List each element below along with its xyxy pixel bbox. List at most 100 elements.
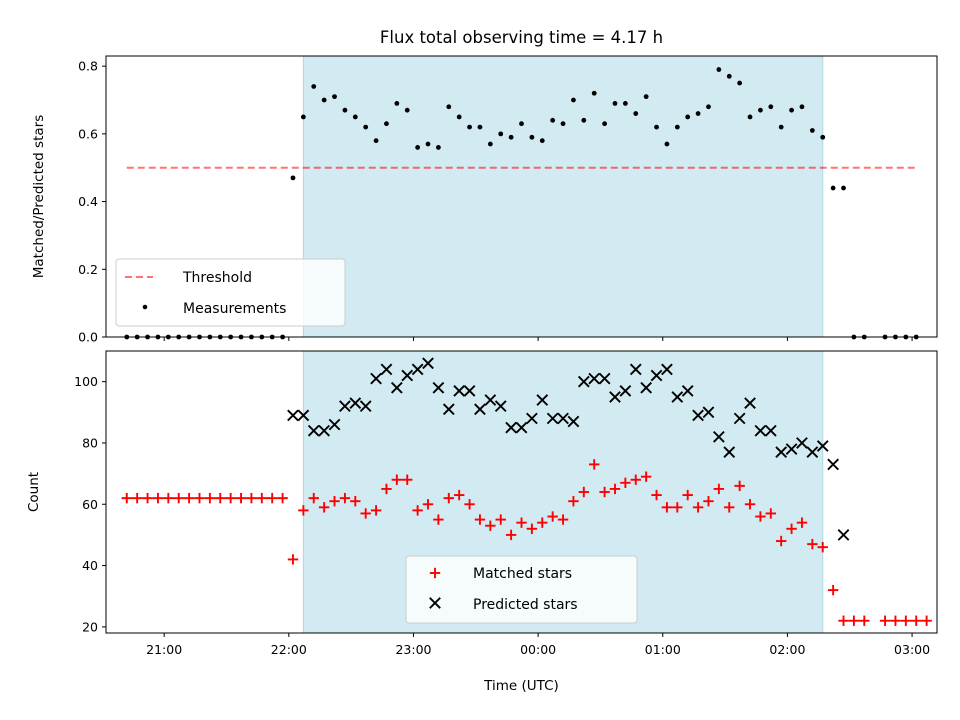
matched-point [339,492,351,504]
measurement-point [290,175,296,181]
x-stroke-b [494,400,507,413]
x-stroke-b [661,363,673,376]
matched-point [765,508,776,519]
matched-point [848,615,860,626]
measurement-point [643,94,649,100]
x-stroke-b [429,597,441,609]
matched-point [350,495,361,507]
matched-point [370,505,382,516]
ratio-y-tick-label: 0.8 [78,59,98,74]
x-stroke-b [505,421,517,434]
count-axes-frame [105,350,938,634]
matched-point [516,517,527,528]
measurement-point [446,104,452,110]
matched-point [485,520,496,531]
measurement-point [633,111,639,116]
predicted-point [339,400,351,413]
matched-point [267,492,278,504]
predicted-point [723,446,736,459]
matched-point [194,492,205,504]
measurements-legend-label: Measurements [183,301,286,317]
chart-title: Flux total observing time = 4.17 h [380,28,663,47]
x-stroke-b [754,424,767,437]
predicted-point [370,372,382,385]
predicted-point [775,446,788,459]
measurement-point [550,117,556,123]
x-stroke-b [401,369,414,382]
matched-point [630,474,641,485]
measurement-point [602,121,607,127]
matched-point [890,615,901,626]
x-stroke-b [307,424,320,437]
x-stroke-b [588,372,601,385]
measurement-point [809,128,815,133]
measurement-point [591,90,597,96]
matched-point [755,511,766,522]
matched-point [433,514,444,525]
predicted-point [692,409,704,422]
measurement-point [487,141,493,147]
predicted-point [463,384,476,397]
ratio-ticks: 0.0 0.2 0.4 0.6 0.8 [78,59,913,345]
x-stroke-b [411,363,424,376]
matched-point [589,459,600,470]
matched-legend-label: Matched stars [473,566,572,582]
x-stroke-b [816,440,829,452]
measurement-point [508,134,514,140]
matched-point [215,492,226,504]
matched-point [412,505,423,516]
matched-point [225,492,236,504]
predicted-point [546,412,559,425]
predicted-point [588,372,601,385]
predicted-point [764,424,777,437]
predicted-point [629,363,642,376]
matched-point [173,492,184,504]
x-stroke-b [640,381,653,394]
count-legend-box [405,555,638,624]
measurement-point [695,111,701,116]
matched-point [235,492,247,504]
predicted-point [307,424,320,437]
count-y-tick-label: 80 [82,435,98,450]
x-stroke-b [796,437,808,449]
x-tick-label: 00:00 [520,642,556,657]
matched-point [796,517,808,528]
matched-point [578,486,590,498]
measurement-point [685,114,691,120]
threshold-legend-label: Threshold [182,270,252,286]
predicted-point [577,375,590,388]
measurement-point [560,121,566,127]
measurement-point [311,84,317,89]
measurement-point [373,138,379,144]
measurement-point [321,97,327,103]
ratio-marks [124,67,919,340]
predicted-point [816,440,829,452]
measurement-point [498,131,504,137]
predicted-point [837,529,850,541]
count-ticks: 20 40 60 80 100 21:00 22:00 23:00 00:00 01:00 02:0… [74,374,930,657]
matched-point [277,492,288,504]
predicted-point [474,403,486,416]
predicted-point [411,363,424,376]
measurement-point [674,124,680,130]
measurement-point [622,100,628,106]
predicted-point [733,412,746,425]
matched-point [744,499,756,510]
measurement-point [529,134,535,140]
x-tick-label: 21:00 [146,642,182,657]
matched-point [713,483,725,495]
x-stroke-b [380,363,393,376]
predicted-point [712,430,725,443]
ratio-y-tick-label: 0.4 [78,194,98,209]
predicted-point [432,381,445,394]
x-stroke-b [328,418,341,431]
matched-point [308,492,319,504]
measurement-point [612,100,618,106]
x-stroke-b [442,403,455,416]
matched-point [402,474,413,485]
matched-point [775,535,787,547]
x-stroke-b [567,415,580,428]
predicted-point [494,400,507,413]
predicted-point [598,372,611,385]
